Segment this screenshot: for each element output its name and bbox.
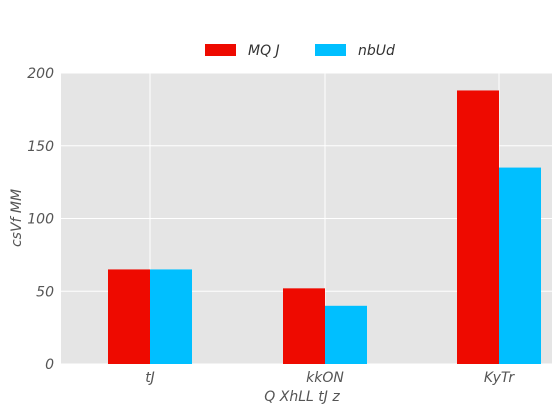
x-tick-label-0: tJ bbox=[145, 370, 155, 386]
y-tick-label-2: 100 bbox=[27, 212, 54, 228]
x-tick-label-1: kkON bbox=[306, 370, 344, 386]
bar-series-2-kkON bbox=[325, 305, 367, 364]
x-tick-label-2: KyTr bbox=[484, 370, 516, 386]
legend-label-series-2: nbUd bbox=[358, 43, 395, 59]
bars-group bbox=[108, 90, 541, 365]
y-axis-title: csVf MM bbox=[9, 189, 25, 247]
legend-swatch-series-2 bbox=[315, 44, 346, 56]
bar-series-2-tJ bbox=[150, 269, 192, 364]
legend-swatch-series-1 bbox=[205, 44, 236, 56]
y-tick-label-3: 150 bbox=[27, 139, 54, 155]
legend: MQ J nbUd bbox=[205, 43, 395, 59]
legend-label-series-1: MQ J bbox=[248, 43, 280, 59]
bar-series-2-KyTr bbox=[499, 167, 541, 364]
y-axis-ticks: 0 50 100 150 200 bbox=[27, 66, 54, 373]
y-tick-label-0: 0 bbox=[45, 357, 54, 373]
bar-series-1-kkON bbox=[283, 288, 325, 364]
bar-series-1-KyTr bbox=[457, 90, 499, 365]
y-tick-label-1: 50 bbox=[36, 284, 54, 300]
x-axis-ticks: tJ kkON KyTr bbox=[145, 370, 515, 386]
bar-series-1-tJ bbox=[108, 269, 150, 364]
x-axis-title: Q XhLL tJ z bbox=[264, 389, 340, 405]
y-tick-label-4: 200 bbox=[27, 66, 54, 82]
